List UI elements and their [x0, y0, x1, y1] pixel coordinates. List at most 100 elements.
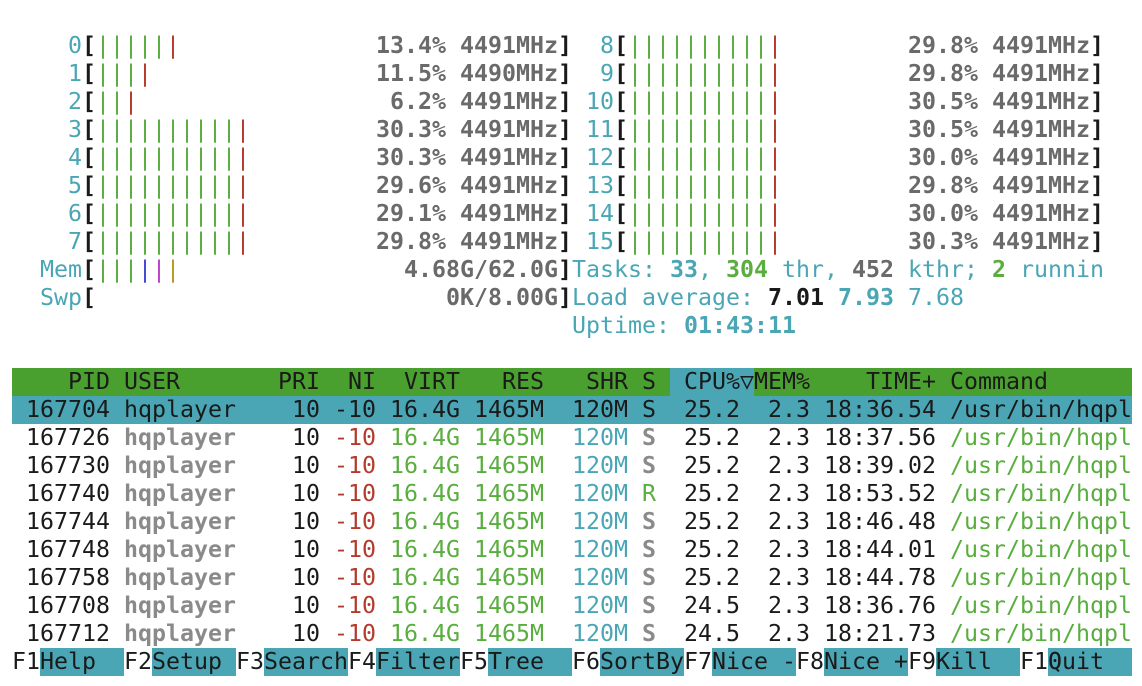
bracket: ]: [1090, 200, 1104, 227]
table-cell: 25.2: [684, 508, 740, 535]
function-key-bg[interactable]: [488, 648, 572, 676]
table-cell: -10: [334, 536, 376, 563]
column-header: Command: [950, 368, 1048, 395]
function-label: Quit: [1048, 648, 1104, 675]
table-cell: S: [642, 536, 656, 563]
table-cell: S: [642, 396, 656, 423]
table-cell: 2.3: [768, 480, 810, 507]
table-cell: /usr/bin/hqpl: [950, 508, 1132, 535]
cpu-label: 0: [68, 32, 82, 59]
table-cell: 2.3: [768, 536, 810, 563]
function-key-bg[interactable]: [376, 648, 460, 676]
function-key-bg[interactable]: [712, 648, 796, 676]
table-cell: 120M: [572, 620, 628, 647]
table-cell: 18:36.54: [824, 396, 936, 423]
bracket: ]: [558, 200, 572, 227]
function-key-bg[interactable]: [40, 648, 124, 676]
column-header: PID: [68, 368, 110, 395]
bracket: ]: [1090, 228, 1104, 255]
function-key-bg[interactable]: [824, 648, 908, 676]
bracket: [: [82, 60, 96, 87]
function-key-bg[interactable]: [152, 648, 236, 676]
load-text: 7.68: [908, 284, 964, 311]
bracket: [: [82, 228, 96, 255]
bracket: [: [82, 32, 96, 59]
bracket: ]: [1090, 116, 1104, 143]
bracket: ]: [558, 228, 572, 255]
table-cell: 120M: [572, 564, 628, 591]
sort-column-bg: [670, 368, 754, 396]
selected-row-bg[interactable]: [12, 396, 1132, 424]
table-cell: S: [642, 424, 656, 451]
function-key-bg[interactable]: [600, 648, 684, 676]
table-cell: 18:36.76: [824, 592, 936, 619]
cpu-value: 29.8% 4491MHz: [908, 32, 1090, 59]
table-cell: hqplayer: [124, 508, 236, 535]
table-cell: 18:53.52: [824, 480, 936, 507]
table-cell: 24.5: [684, 620, 740, 647]
cpu-bar: |||||||||||: [628, 172, 782, 199]
cpu-value: 13.4% 4491MHz: [376, 32, 558, 59]
table-cell: -10: [334, 452, 376, 479]
bracket: [: [614, 228, 628, 255]
table-cell: 1465M: [474, 396, 544, 423]
bracket: ]: [558, 172, 572, 199]
cpu-value: 30.5% 4491MHz: [908, 88, 1090, 115]
cpu-bar: |||||||||||: [628, 200, 782, 227]
cpu-label: 1: [68, 60, 82, 87]
bracket: ]: [1090, 32, 1104, 59]
function-key-bg[interactable]: [1048, 648, 1132, 676]
function-key-bg[interactable]: [936, 648, 1020, 676]
table-cell: 167730: [26, 452, 110, 479]
table-cell: hqplayer: [124, 396, 236, 423]
table-cell: 24.5: [684, 592, 740, 619]
table-cell: 120M: [572, 452, 628, 479]
tasks-text: ,: [698, 256, 726, 283]
table-cell: 10: [292, 592, 320, 619]
function-key: F7: [684, 648, 712, 675]
table-cell: 1465M: [474, 564, 544, 591]
table-cell: 10: [292, 620, 320, 647]
function-label: Search: [264, 648, 348, 675]
column-header: SHR: [586, 368, 628, 395]
table-cell: /usr/bin/hqpl: [950, 564, 1132, 591]
table-cell: 10: [292, 396, 320, 423]
cpu-value: 29.8% 4491MHz: [376, 228, 558, 255]
tasks-text: 2: [992, 256, 1006, 283]
table-cell: 120M: [572, 508, 628, 535]
table-cell: 18:37.56: [824, 424, 936, 451]
table-cell: 2.3: [768, 592, 810, 619]
table-cell: R: [642, 480, 656, 507]
table-cell: /usr/bin/hqpl: [950, 536, 1132, 563]
cpu-label: 12: [586, 144, 614, 171]
cpu-bar: |||||||||||: [628, 144, 782, 171]
function-key-bg[interactable]: [264, 648, 348, 676]
table-cell: hqplayer: [124, 452, 236, 479]
cpu-value: 29.1% 4491MHz: [376, 200, 558, 227]
table-cell: 1465M: [474, 536, 544, 563]
load-text: [824, 284, 838, 312]
bracket: ]: [1090, 144, 1104, 171]
table-cell: hqplayer: [124, 620, 236, 647]
table-cell: 2.3: [768, 396, 810, 423]
table-cell: 1465M: [474, 592, 544, 619]
table-cell: /usr/bin/hqpl: [950, 480, 1132, 507]
tasks-text: 33: [670, 256, 698, 283]
cpu-label: 4: [68, 144, 82, 171]
function-label: Nice +: [824, 648, 908, 675]
bracket: ]: [558, 60, 572, 87]
table-cell: 10: [292, 424, 320, 451]
function-key: F3: [236, 648, 264, 675]
function-key: F4: [348, 648, 376, 675]
uptime-text: 01:43:11: [684, 312, 796, 339]
function-label: Nice -: [712, 648, 796, 675]
function-label: Filter: [376, 648, 460, 675]
mem-bar: |||: [96, 256, 138, 283]
column-header: MEM%: [754, 368, 810, 395]
tasks-text: runnin: [1006, 256, 1104, 283]
cpu-bar: |||: [96, 88, 138, 115]
function-label: SortBy: [600, 648, 684, 675]
function-key: F5: [460, 648, 488, 675]
cpu-bar: |||||||||||: [628, 228, 782, 255]
cpu-bar: |||||||||||: [628, 60, 782, 87]
